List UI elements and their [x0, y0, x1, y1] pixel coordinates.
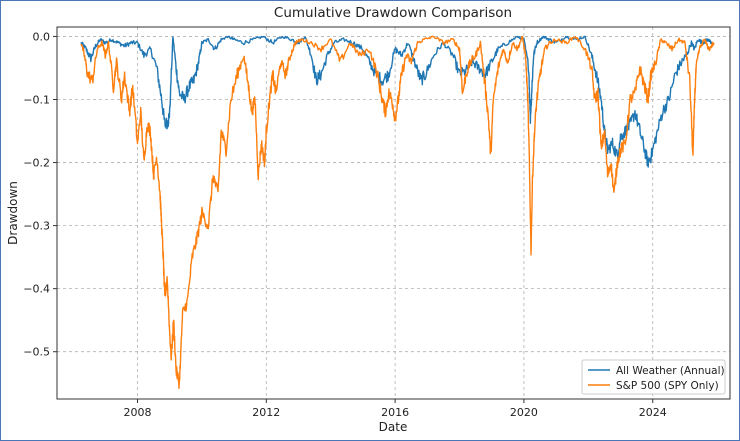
- grid: [57, 27, 730, 399]
- x-tick-label: 2024: [639, 406, 667, 419]
- y-tick-label: −0.1: [23, 94, 50, 107]
- x-axis-label: Date: [379, 420, 408, 434]
- legend-label-sp500: S&P 500 (SPY Only): [616, 380, 719, 392]
- x-tick-label: 2016: [381, 406, 409, 419]
- legend-box: [581, 359, 726, 395]
- y-axis-label: Drawdown: [6, 181, 20, 245]
- y-tick-label: −0.4: [23, 283, 50, 296]
- series-lines: [80, 35, 715, 389]
- y-axis-ticks: 0.0 −0.1 −0.2 −0.3 −0.4 −0.5: [23, 30, 57, 359]
- series-line-sp500: [80, 35, 715, 389]
- chart-title: Cumulative Drawdown Comparison: [274, 5, 512, 21]
- x-tick-label: 2008: [124, 406, 152, 419]
- y-tick-label: −0.5: [23, 346, 50, 359]
- legend: All Weather (Annual) S&P 500 (SPY Only): [581, 359, 726, 395]
- x-tick-label: 2020: [510, 406, 538, 419]
- x-tick-label: 2012: [252, 406, 280, 419]
- y-tick-label: −0.3: [23, 220, 50, 233]
- y-tick-label: −0.2: [23, 157, 50, 170]
- x-axis-ticks: 2008 2012 2016 2020 2024: [124, 399, 667, 419]
- legend-label-all-weather: All Weather (Annual): [616, 365, 725, 377]
- plot-area-border: [56, 26, 731, 400]
- y-tick-label: 0.0: [33, 30, 51, 43]
